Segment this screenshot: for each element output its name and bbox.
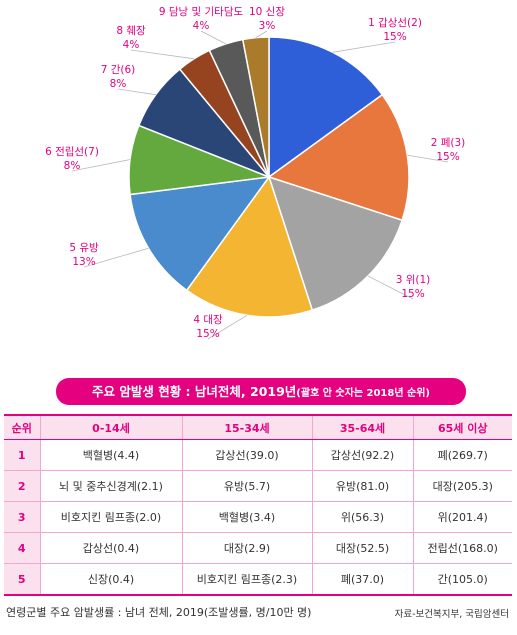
pie-chart: 1 갑상선(2) 15% 2 폐(3) 15% 3 위(1) 15% 4 대장 15% 5 유방… <box>45 6 466 340</box>
slice-percent-5: 13% <box>72 256 95 268</box>
slice-label-10: 10 신장 <box>249 6 285 18</box>
rank-cell: 1 <box>4 439 40 471</box>
table-caption: 연령군별 주요 암발생률 : 남녀 전체, 2019(조발생률, 명/10만 명… <box>6 606 312 619</box>
leader-line-6 <box>71 159 131 172</box>
table-cell: 비호지킨 림프종(2.0) <box>39 501 182 533</box>
slice-percent-10: 3% <box>259 20 276 32</box>
table-cell: 백혈병(4.4) <box>39 439 182 471</box>
table-cell: 갑상선(0.4) <box>39 532 182 564</box>
rank-cell: 5 <box>4 563 40 596</box>
pie-slice-2 <box>267 93 410 222</box>
leader-line-2 <box>407 154 449 163</box>
header-rank: 순위 <box>4 414 40 440</box>
pie-slice-3 <box>267 175 404 312</box>
rank-cell: 2 <box>4 470 40 502</box>
leader-line-7 <box>117 88 156 96</box>
table-cell: 신장(0.4) <box>39 563 182 596</box>
table-cell: 간(105.0) <box>412 563 512 596</box>
table-cell: 뇌 및 중추신경계(2.1) <box>39 470 182 502</box>
rank-cell: 4 <box>4 532 40 564</box>
table-row: 2 뇌 및 중추신경계(2.1) 유방(5.7) 유방(81.0) 대장(205… <box>4 470 512 502</box>
pie-slice-1 <box>268 36 384 179</box>
table-cell: 비호지킨 림프종(2.3) <box>181 563 312 596</box>
table-cell: 폐(269.7) <box>412 439 512 471</box>
table-cell: 갑상선(39.0) <box>181 439 312 471</box>
header-age-0-14: 0-14세 <box>39 414 182 440</box>
slice-label-1: 1 갑상선(2) <box>368 17 422 29</box>
slice-label-3: 3 위(1) <box>396 273 431 286</box>
header-age-35-64: 35-64세 <box>311 414 413 440</box>
leader-line-10 <box>255 30 268 38</box>
slice-label-5: 5 유방 <box>69 242 99 254</box>
slice-label-4: 4 대장 <box>193 314 223 326</box>
table-row: 3 비호지킨 림프종(2.0) 백혈병(3.4) 위(56.3) 위(201.4… <box>4 501 512 533</box>
pie-slice-4 <box>185 175 314 318</box>
banner-title: 주요 암발생 현황 : 남녀전체, 2019년 <box>91 384 297 399</box>
table-cell: 전립선(168.0) <box>412 532 512 564</box>
table-cell: 대장(205.3) <box>412 470 512 502</box>
rank-cell: 3 <box>4 501 40 533</box>
table-row: 5 신장(0.4) 비호지킨 림프종(2.3) 폐(37.0) 간(105.0) <box>4 563 512 596</box>
chart-banner: 주요 암발생 현황 : 남녀전체, 2019년(괄호 안 숫자는 2018년 순… <box>56 378 466 405</box>
table-cell: 대장(2.9) <box>181 532 312 564</box>
slice-label-9: 9 담낭 및 기타담도 <box>159 6 244 18</box>
header-age-65-plus: 65세 이상 <box>412 414 512 440</box>
leader-line-9 <box>200 30 226 45</box>
table-cell: 갑상선(92.2) <box>311 439 413 471</box>
leader-line-8 <box>130 49 195 60</box>
slice-percent-3: 15% <box>401 288 424 300</box>
slice-percent-9: 4% <box>193 20 210 32</box>
slice-percent-1: 15% <box>383 31 406 43</box>
slice-label-7: 7 간(6) <box>101 64 136 76</box>
slice-label-2: 2 폐(3) <box>431 137 466 149</box>
slice-percent-8: 4% <box>123 39 140 51</box>
slice-label-6: 6 전립선(7) <box>45 145 99 158</box>
slice-percent-2: 15% <box>436 151 459 163</box>
table-cell: 유방(81.0) <box>311 470 413 502</box>
table-cell: 유방(5.7) <box>181 470 312 502</box>
table-cell: 백혈병(3.4) <box>181 501 312 533</box>
pie-slice-5 <box>129 176 271 292</box>
table-cell: 위(201.4) <box>412 501 512 533</box>
table-header-row: 순위 0-14세 15-34세 35-64세 65세 이상 <box>4 414 512 440</box>
table-cell: 위(56.3) <box>311 501 413 533</box>
cancer-rank-table: 순위 0-14세 15-34세 35-64세 65세 이상 1 백혈병(4.4)… <box>4 414 512 596</box>
slice-percent-4: 15% <box>196 328 219 340</box>
slice-percent-6: 8% <box>64 160 81 172</box>
leader-line-4 <box>207 314 248 340</box>
table-row: 1 백혈병(4.4) 갑상선(39.0) 갑상선(92.2) 폐(269.7) <box>4 439 512 471</box>
slice-label-8: 8 췌장 <box>116 25 146 37</box>
table-row: 4 갑상선(0.4) 대장(2.9) 대장(52.5) 전립선(168.0) <box>4 532 512 564</box>
source-note: 자료-보건복지부, 국립암센터 <box>394 609 509 620</box>
table-cell: 폐(37.0) <box>311 563 413 596</box>
slice-percent-7: 8% <box>110 78 127 90</box>
header-age-15-34: 15-34세 <box>181 414 312 440</box>
banner-note: (괄호 안 숫자는 2018년 순위) <box>296 388 430 399</box>
table-cell: 대장(52.5) <box>311 532 413 564</box>
leader-line-1 <box>332 41 396 53</box>
leader-line-3 <box>367 275 414 300</box>
leader-line-5 <box>83 247 149 268</box>
